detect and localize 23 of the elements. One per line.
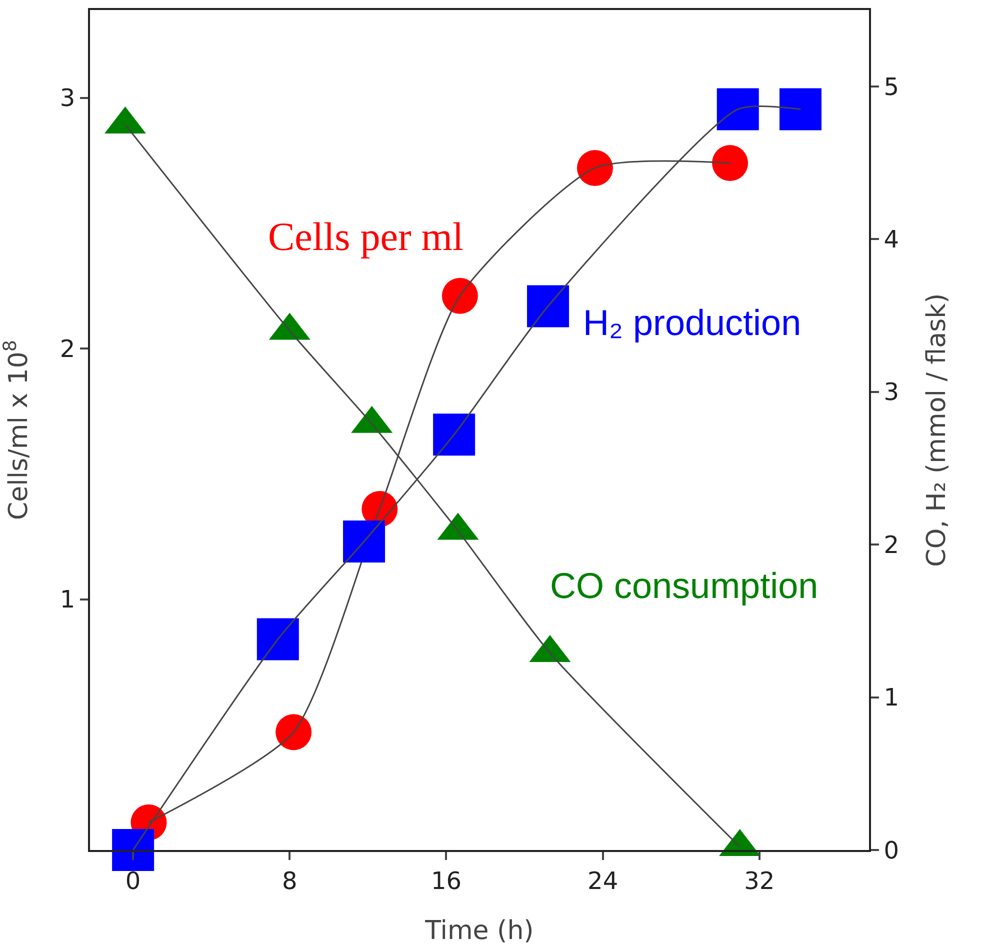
x-tick-label: 32 xyxy=(744,866,775,895)
y2-tick-label: 5 xyxy=(884,72,900,101)
x-tick-label: 8 xyxy=(282,866,298,895)
y2-tick-label: 1 xyxy=(884,684,900,712)
series-label: Cells per ml xyxy=(268,214,464,259)
y2-tick-label: 0 xyxy=(884,836,900,864)
x-tick-label: 0 xyxy=(125,866,141,895)
series-label: H₂ production xyxy=(583,302,802,343)
x-tick-label: 16 xyxy=(430,866,462,895)
x-axis-title: Time (h) xyxy=(424,916,534,946)
point xyxy=(442,278,478,314)
y2-tick-label: 4 xyxy=(884,225,900,254)
point xyxy=(576,150,613,186)
y2-tick-label: 2 xyxy=(884,530,900,559)
y2-axis-title: CO, H₂ (mmol / flask) xyxy=(922,293,952,567)
y2-tick-label: 3 xyxy=(884,378,900,406)
point xyxy=(712,144,748,181)
y-tick-label: 1 xyxy=(60,586,76,614)
x-tick-label: 24 xyxy=(588,866,618,895)
series-label: CO consumption xyxy=(550,565,818,606)
y-tick-label: 2 xyxy=(60,334,76,363)
point xyxy=(276,714,312,750)
y-tick-label: 3 xyxy=(60,84,76,112)
